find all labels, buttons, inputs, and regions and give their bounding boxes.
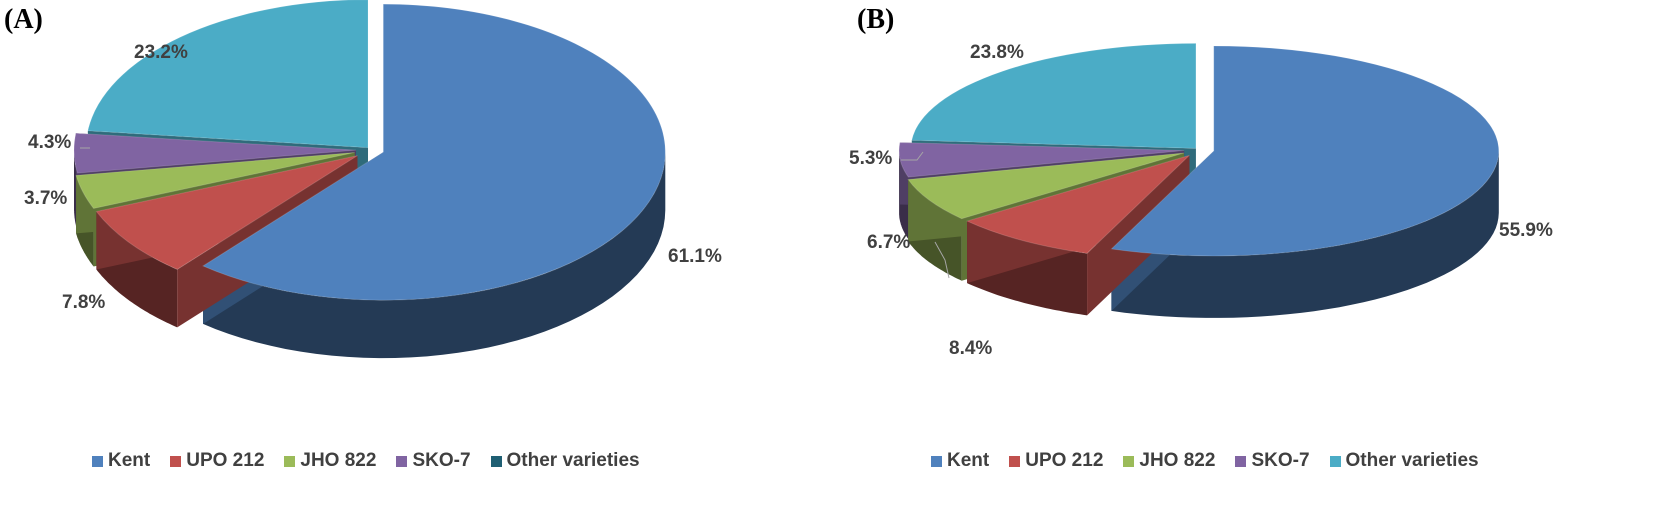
data-label: 3.7%: [24, 188, 67, 209]
legend-swatch: [92, 455, 103, 467]
pie-slice-sko-7: [898, 141, 1185, 178]
leader-line: [901, 151, 924, 161]
pie-slice-jho-822: [75, 152, 355, 210]
legend-label: SKO-7: [1251, 450, 1310, 471]
legend-item-sko-7: SKO-7: [1235, 450, 1310, 472]
legend-label: JHO 822: [300, 450, 377, 471]
data-label: 8.4%: [949, 338, 992, 359]
pie-chart: 61.1% 7.8% 3.7% 4.3% 23.2%: [24, 0, 722, 359]
legend-item-sko-7: SKO-7: [396, 450, 471, 472]
legend-label: SKO-7: [412, 450, 471, 471]
legend-swatch: [396, 455, 408, 467]
chart-legend: Kent UPO 212 JHO 822 SKO-7 Other varieties: [92, 450, 640, 472]
data-label: 5.3%: [849, 148, 892, 169]
chart-legend: Kent UPO 212 JHO 822 SKO-7 Other varieties: [931, 450, 1479, 472]
legend-item-other-varieties: Other varieties: [490, 450, 640, 472]
panel-label: (B): [857, 4, 895, 35]
legend-swatch: [284, 455, 296, 467]
legend-swatch: [1235, 455, 1247, 467]
legend-label: UPO 212: [186, 450, 265, 471]
legend-label: Kent: [108, 450, 151, 471]
legend-label: Other varieties: [1345, 450, 1479, 471]
pie-slice-other-varieties: [87, 0, 369, 149]
legend-swatch: [490, 455, 502, 467]
pie-slice-side-kent: [1111, 150, 1499, 318]
legend-item-kent: Kent: [931, 450, 989, 472]
pie-slice-kent: [1110, 45, 1500, 257]
pie-slice-other-varieties: [911, 42, 1197, 149]
legend-swatch: [931, 455, 942, 467]
pie-slice-kent: [201, 3, 666, 301]
legend-swatch: [170, 455, 182, 467]
legend-label: JHO 822: [1139, 450, 1216, 471]
data-label: 7.8%: [62, 292, 105, 313]
chart-panel-b: (B) 55.9% 8.4% 6.7% 5.3% 23.8% Kent UPO 212 JH…: [827, 0, 1654, 508]
panel-label: (A): [4, 4, 43, 35]
pie-slice-upo-212: [95, 155, 358, 270]
data-label: 23.8%: [970, 42, 1024, 63]
data-label: 55.9%: [1499, 220, 1553, 241]
pie-slice-side-kent: [203, 152, 666, 359]
legend-item-kent: Kent: [92, 450, 150, 472]
pie-chart: 55.9% 8.4% 6.7% 5.3% 23.8%: [849, 42, 1553, 359]
legend-item-other-varieties: Other varieties: [1329, 450, 1479, 472]
legend-label: Other varieties: [506, 450, 640, 471]
pie-slice-upo-212: [965, 154, 1190, 254]
chart-panel-a: (A) 61.1% 7.8% 3.7% 4.3% 23.2% Kent UPO 212 JH…: [4, 0, 722, 472]
leader-line: [934, 241, 950, 279]
legend-swatch: [1009, 455, 1021, 467]
legend-label: Kent: [947, 450, 990, 471]
legend-swatch: [1123, 455, 1135, 467]
legend-label: UPO 212: [1025, 450, 1104, 471]
data-label: 4.3%: [28, 132, 71, 153]
data-label: 23.2%: [134, 42, 188, 63]
legend-item-jho-822: JHO 822: [1123, 450, 1215, 472]
data-label: 6.7%: [867, 232, 910, 253]
legend-item-jho-822: JHO 822: [284, 450, 376, 472]
pie-slice-sko-7: [73, 132, 357, 174]
legend-swatch: [1329, 455, 1341, 467]
legend-item-upo-212: UPO 212: [1009, 450, 1103, 472]
pie-slice-jho-822: [907, 152, 1185, 220]
legend-item-upo-212: UPO 212: [170, 450, 264, 472]
data-label: 61.1%: [668, 246, 722, 267]
